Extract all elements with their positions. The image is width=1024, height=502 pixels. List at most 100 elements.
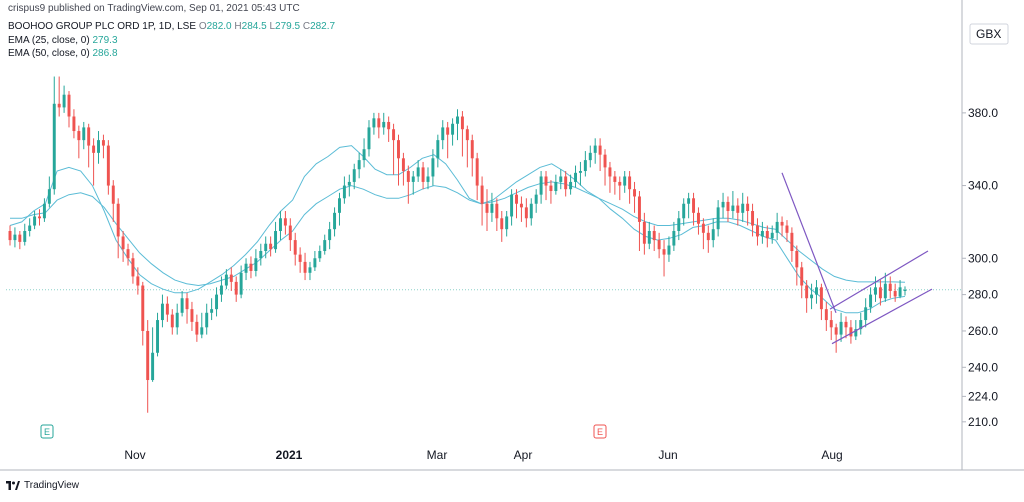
candle-body: [588, 152, 592, 161]
candle-body: [456, 116, 459, 124]
candle-body: [736, 205, 740, 213]
candle-body: [583, 160, 587, 172]
candle-body: [637, 196, 641, 222]
candle-body: [554, 181, 558, 192]
candle-body: [156, 320, 160, 353]
currency-box: [969, 23, 1009, 45]
candle-body: [406, 171, 410, 182]
candle-body: [903, 289, 907, 291]
candle-body: [259, 250, 263, 259]
candle-body: [367, 127, 371, 150]
candle-body: [800, 267, 804, 286]
trendline-layer: [781, 172, 933, 345]
candle-body: [151, 352, 155, 381]
axes-layer: 380.0 340.0 300.0 280.0 260.0 240.0 224.0 210.0…: [0, 0, 1024, 471]
candle-body: [97, 140, 100, 153]
candle-body: [372, 118, 376, 128]
candle-body: [878, 287, 882, 299]
candle-body: [888, 283, 892, 291]
candle-body: [829, 320, 833, 328]
candle-body: [564, 176, 568, 190]
candle-body: [397, 140, 400, 159]
candle-body: [490, 203, 494, 213]
candle-body: [338, 198, 341, 213]
candle-body: [392, 129, 396, 141]
candle-body: [485, 203, 489, 213]
candle-body: [180, 298, 184, 313]
candle-body: [795, 250, 799, 268]
y-tick-label: 210.0: [968, 415, 998, 429]
candle-body: [519, 203, 523, 208]
candle-body: [18, 234, 22, 242]
candle-body: [544, 176, 548, 186]
candle-body: [426, 176, 430, 182]
candle-body: [603, 154, 607, 168]
ema25-value: 279.3: [92, 35, 118, 46]
candle-body: [716, 207, 720, 230]
ohlc-open: 282.0: [206, 21, 232, 32]
ema25-legend[interactable]: EMA (25, close, 0) 279.3: [8, 35, 118, 46]
ema50-value: 286.8: [92, 48, 118, 59]
candle-body: [883, 283, 887, 299]
earnings-event-marker[interactable]: E: [593, 424, 607, 439]
x-tick-label: Jun: [658, 448, 677, 462]
candle-body: [549, 185, 553, 192]
ema25-line: [9, 145, 906, 314]
earnings-event-marker[interactable]: E: [40, 424, 54, 439]
candle-body: [524, 207, 528, 219]
candle-body: [760, 231, 764, 237]
candle-body: [67, 94, 71, 117]
candle-body: [33, 216, 37, 226]
candle-body: [288, 225, 292, 241]
candle-body: [775, 221, 779, 233]
candle-body: [215, 294, 219, 310]
ohlc-low-label: L: [269, 21, 276, 32]
upper-channel-line: [829, 250, 929, 310]
candle-body: [111, 185, 115, 204]
candle-body: [347, 181, 351, 186]
y-tick-label: 260.0: [968, 324, 998, 338]
candle-body: [239, 272, 243, 295]
symbol-title: BOOHOO GROUP PLC ORD 1P, 1D, LSE: [8, 21, 197, 32]
candle-body: [146, 330, 150, 381]
ohlc-close-label: C: [302, 21, 311, 32]
y-tick-label: 224.0: [968, 389, 998, 403]
candle-body: [529, 203, 533, 219]
candle-body: [667, 245, 671, 255]
publisher-user[interactable]: crispus9: [8, 3, 46, 14]
candle-body: [234, 281, 238, 295]
candle-body: [82, 127, 86, 141]
candle-body: [441, 127, 445, 141]
descending-trendline: [781, 172, 837, 313]
candle-body: [328, 229, 332, 241]
x-tick-label: Aug: [821, 448, 842, 462]
candle-body: [446, 127, 450, 135]
candle-body: [298, 254, 302, 262]
footer: TradingView: [6, 480, 79, 491]
ema50-legend[interactable]: EMA (50, close, 0) 286.8: [8, 48, 118, 59]
candle-body: [382, 121, 386, 128]
candle-body: [844, 321, 848, 328]
candle-body: [57, 103, 61, 108]
candle-body: [815, 287, 818, 295]
candle-body: [864, 307, 868, 321]
x-tick-label: 2021: [276, 448, 303, 462]
candle-body: [210, 309, 214, 313]
candle-body: [677, 218, 681, 231]
y-tick-label: 340.0: [968, 179, 998, 193]
candle-body: [898, 287, 902, 297]
candle-body: [785, 225, 789, 233]
candle-body: [377, 118, 381, 128]
y-tick-label: 380.0: [968, 106, 998, 120]
candle-body: [726, 201, 730, 212]
candle-body: [175, 312, 179, 328]
candle-body: [52, 103, 56, 190]
candle-body: [505, 216, 509, 230]
candle-body: [869, 294, 873, 308]
currency-label: GBX: [976, 27, 1001, 41]
candle-body: [731, 205, 735, 212]
event-marker-label: E: [597, 427, 603, 437]
candle-body: [574, 172, 577, 182]
